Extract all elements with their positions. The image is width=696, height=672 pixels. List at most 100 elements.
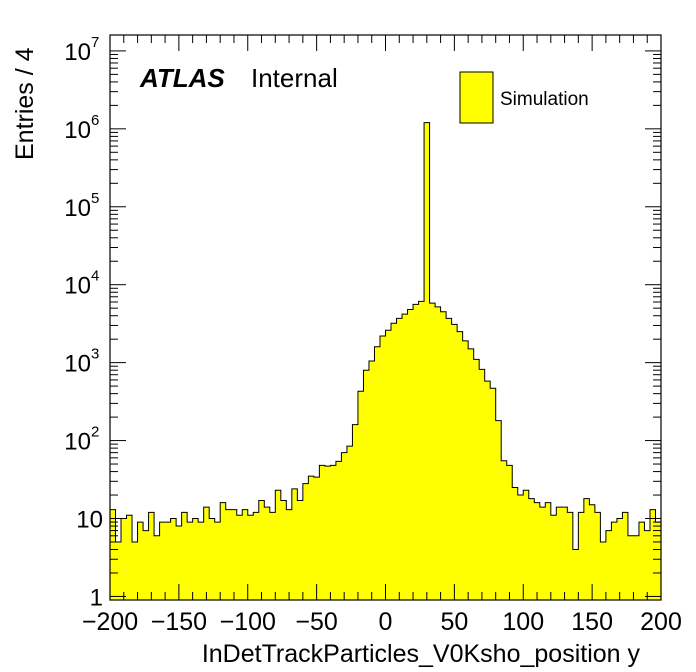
histogram-bin bbox=[407, 309, 414, 600]
histogram-bin bbox=[633, 535, 640, 600]
y-tick-label: 10 bbox=[76, 507, 103, 534]
histogram-bin bbox=[308, 476, 315, 600]
histogram-bin bbox=[402, 314, 408, 600]
legend-label-simulation: Simulation bbox=[500, 89, 589, 110]
histogram-bin bbox=[512, 487, 519, 600]
histogram-bin bbox=[638, 522, 645, 600]
histogram-bin bbox=[357, 391, 364, 600]
histogram-bin bbox=[242, 509, 249, 600]
y-tick-label-exponent: 4 bbox=[91, 268, 99, 285]
histogram-bin bbox=[346, 446, 353, 600]
histogram-bin bbox=[269, 512, 276, 600]
histogram-bin bbox=[391, 323, 397, 600]
histogram-bin bbox=[253, 512, 260, 600]
histogram-bin bbox=[148, 512, 155, 600]
histogram-bin bbox=[374, 346, 381, 600]
histogram-bin bbox=[154, 535, 160, 600]
histogram-bin bbox=[479, 369, 486, 600]
histogram-bin bbox=[187, 522, 194, 600]
histogram-bin bbox=[352, 424, 359, 600]
histogram-bin bbox=[275, 490, 282, 600]
legend: Simulation bbox=[459, 71, 589, 124]
histogram-bin bbox=[622, 512, 629, 600]
histogram-bin bbox=[446, 318, 453, 600]
histogram-bin bbox=[176, 526, 183, 600]
histogram-bin bbox=[495, 420, 502, 600]
histogram-bin bbox=[165, 522, 172, 600]
histogram-bin bbox=[550, 515, 557, 600]
histogram-bin bbox=[170, 518, 177, 600]
histogram-bin bbox=[435, 306, 441, 600]
histogram-bin bbox=[258, 500, 265, 600]
histogram-bin bbox=[589, 504, 596, 600]
histogram-bin bbox=[297, 500, 304, 600]
histogram-bin bbox=[424, 122, 430, 600]
histogram-bin bbox=[363, 370, 370, 600]
histogram-bin bbox=[368, 360, 375, 600]
histogram-bin bbox=[159, 522, 166, 600]
y-tick-label-base: 10 bbox=[64, 273, 91, 300]
histogram-bin bbox=[110, 509, 116, 600]
histogram-bin bbox=[198, 522, 205, 600]
histogram-bin bbox=[126, 515, 133, 600]
y-tick-label-base: 10 bbox=[64, 117, 91, 144]
histogram-bin bbox=[291, 488, 298, 600]
y-tick-label-exponent: 7 bbox=[91, 34, 99, 51]
histogram-bin bbox=[594, 512, 601, 600]
x-tick-labels: −200 −150 −100 −50 0 50 100 150 200 bbox=[82, 608, 682, 636]
y-tick-label-text: 10 bbox=[76, 507, 103, 534]
histogram-outline bbox=[110, 122, 661, 551]
histogram-bin bbox=[534, 502, 541, 600]
histogram-bin bbox=[501, 460, 508, 600]
histogram-bin bbox=[611, 522, 618, 600]
x-tick-label: 150 bbox=[571, 608, 613, 636]
histogram-bin bbox=[572, 549, 579, 600]
x-axis-label: InDetTrackParticles_V0Ksho_position y bbox=[202, 640, 641, 668]
histogram-bin bbox=[121, 518, 127, 600]
histogram-bin bbox=[335, 461, 342, 600]
histogram-bin bbox=[523, 490, 530, 600]
histogram-bin bbox=[264, 507, 271, 600]
histogram-bin bbox=[132, 541, 138, 600]
histogram-bin bbox=[203, 507, 210, 600]
histogram-bin bbox=[528, 498, 535, 600]
histogram-bin bbox=[324, 466, 331, 600]
y-tick-label-base: 10 bbox=[64, 429, 91, 456]
histogram-bin bbox=[115, 541, 122, 600]
histogram-bin bbox=[644, 530, 651, 600]
histogram-bin bbox=[341, 452, 348, 600]
histogram-bin bbox=[236, 515, 243, 600]
histogram-bin bbox=[539, 507, 546, 600]
y-tick-label: 10 7 bbox=[64, 34, 99, 66]
y-tick-label: 10 3 bbox=[64, 346, 99, 378]
histogram-bin bbox=[286, 509, 293, 600]
histogram-bin bbox=[440, 311, 447, 600]
y-tick-label-exponent: 2 bbox=[91, 424, 99, 441]
histogram-bars bbox=[110, 122, 662, 600]
histogram-bin bbox=[385, 330, 392, 600]
histogram-bin bbox=[490, 388, 497, 600]
histogram-bin bbox=[330, 465, 337, 600]
y-tick-label: 10 4 bbox=[64, 268, 99, 300]
atlas-label: ATLAS bbox=[139, 63, 225, 93]
atlas-internal-label: Internal bbox=[251, 63, 338, 93]
histogram-bin bbox=[413, 304, 419, 600]
histogram-bin bbox=[313, 477, 320, 600]
histogram-bin bbox=[143, 530, 149, 600]
histogram-bin bbox=[655, 522, 662, 600]
x-tick-label: −50 bbox=[295, 608, 337, 636]
histogram-bin bbox=[462, 340, 469, 600]
histogram-bin bbox=[209, 518, 216, 600]
histogram-bin bbox=[578, 512, 585, 600]
histogram-bin bbox=[600, 541, 607, 600]
histogram-bin bbox=[605, 530, 612, 600]
histogram-bin bbox=[379, 335, 386, 600]
histogram-bin bbox=[556, 507, 563, 600]
histogram-bin bbox=[627, 535, 634, 600]
y-tick-label-text: 1 bbox=[90, 584, 103, 611]
x-tick-label: 0 bbox=[379, 608, 393, 636]
histogram-bin bbox=[468, 348, 475, 600]
y-tick-label-exponent: 6 bbox=[91, 112, 99, 129]
histogram-bin bbox=[545, 502, 552, 600]
